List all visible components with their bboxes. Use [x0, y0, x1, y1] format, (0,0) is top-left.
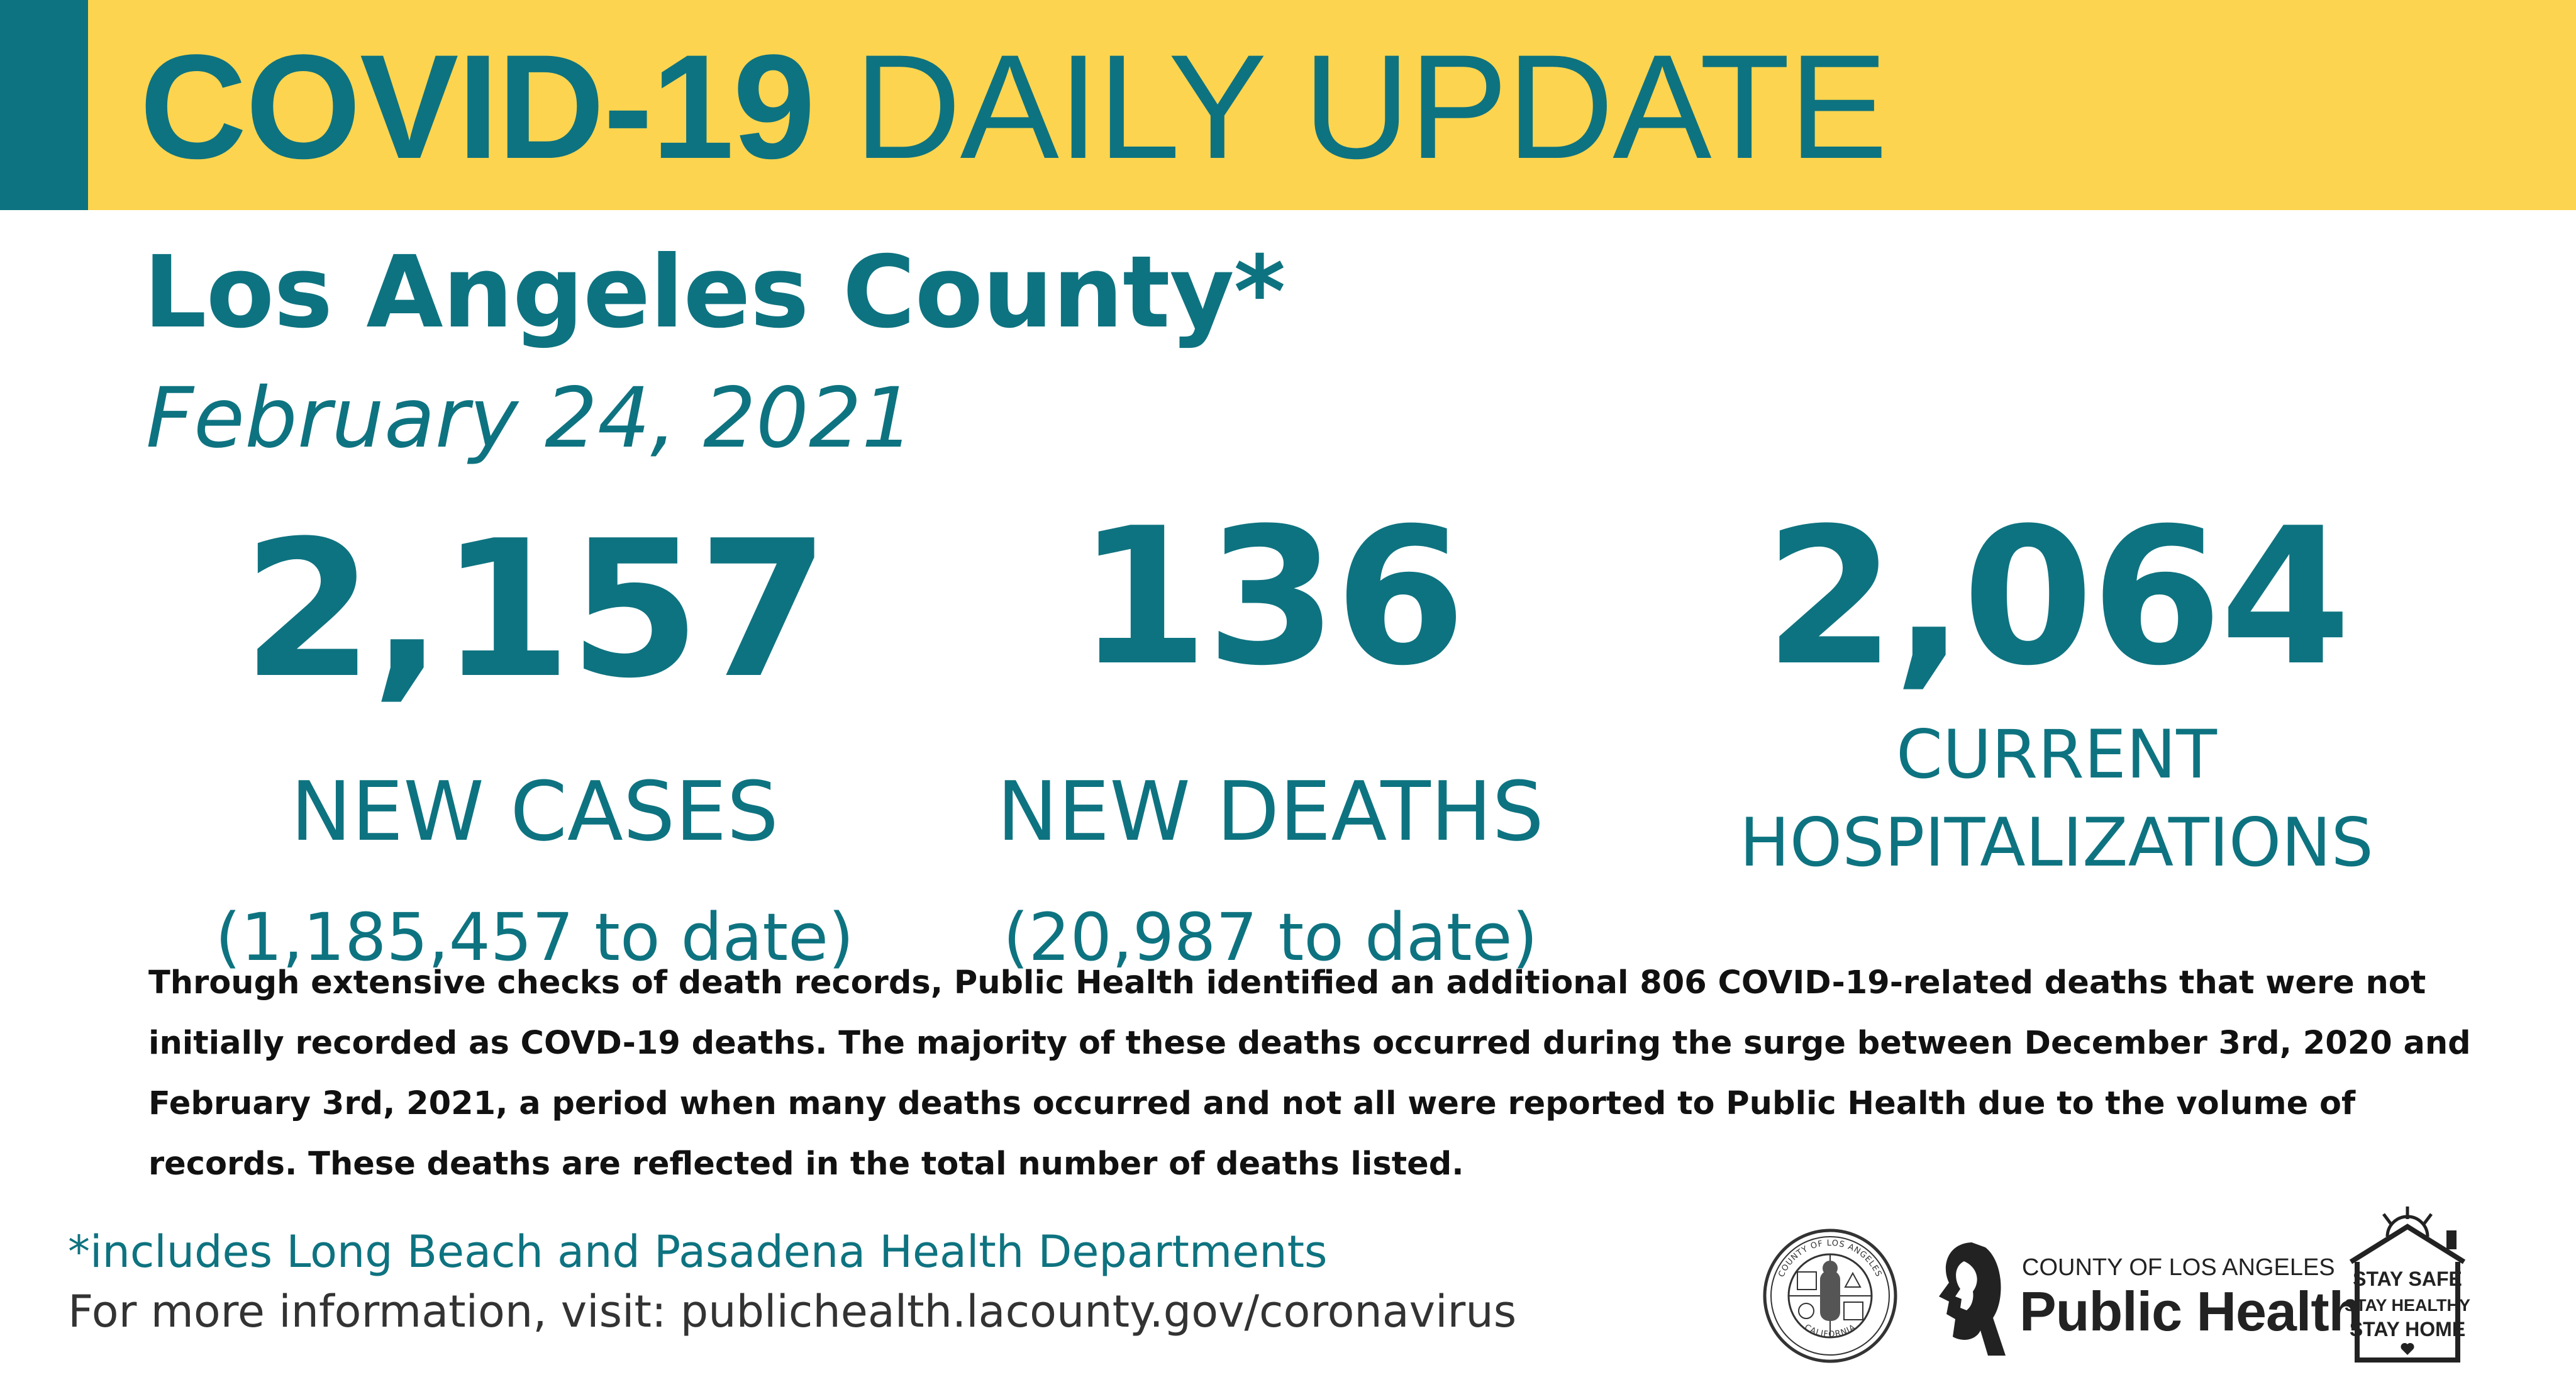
stay-safe-house-icon: STAY SAFE STAY HEALTHY STAY HOME: [2345, 1207, 2470, 1363]
cases-to-date: (1,185,457 to date): [215, 899, 854, 976]
public-health-text: Public Health: [2019, 1280, 2362, 1342]
stay-home-text: STAY HOME: [2350, 1318, 2465, 1340]
title-covid: COVID-19: [140, 24, 816, 190]
report-date: February 24, 2021: [146, 370, 914, 467]
new-cases-label: NEW CASES: [290, 764, 779, 859]
new-cases-number: 2,157: [242, 500, 830, 720]
public-health-logo: COUNTY OF LOS ANGELES Public Health: [1928, 1236, 2362, 1362]
title-daily-update: DAILY UPDATE: [814, 24, 1888, 190]
county-heading: Los Angeles County*: [143, 235, 1285, 350]
hospitalizations-number: 2,064: [1764, 488, 2351, 707]
stay-healthy-text: STAY HEALTHY: [2345, 1296, 2470, 1315]
page-title: COVID-19 DAILY UPDATE: [140, 24, 1888, 190]
footnote: *includes Long Beach and Pasadena Health…: [68, 1226, 1328, 1278]
new-deaths-number: 136: [1077, 488, 1466, 707]
death-records-notice: Through extensive checks of death record…: [148, 964, 2471, 1183]
new-cases-stat: 2,157 NEW CASES (1,185,457 to date): [201, 516, 868, 978]
deaths-to-date: (20,987 to date): [1002, 899, 1538, 976]
stay-safe-text: STAY SAFE: [2353, 1268, 2462, 1290]
new-deaths-stat: 136 NEW DEATHS (20,987 to date): [956, 503, 1585, 978]
new-deaths-label: NEW DEATHS: [996, 764, 1544, 859]
profiles-icon: [1939, 1242, 2006, 1356]
more-info-text: For more information, visit: publichealt…: [68, 1286, 1517, 1337]
hospitalizations-stat: 2,064 CURRENT HOSPITALIZATIONS: [1660, 503, 2453, 887]
hospitalizations-label-line1: CURRENT: [1896, 716, 2217, 793]
public-health-county-text: COUNTY OF LOS ANGELES: [2022, 1254, 2335, 1281]
hospitalizations-label-line2: HOSPITALIZATIONS: [1740, 804, 2373, 881]
title-banner: [0, 0, 2576, 210]
county-seal-icon: COUNTY OF LOS ANGELES CALIFORNIA: [1763, 1229, 1897, 1363]
banner-accent-bar: [0, 0, 88, 210]
